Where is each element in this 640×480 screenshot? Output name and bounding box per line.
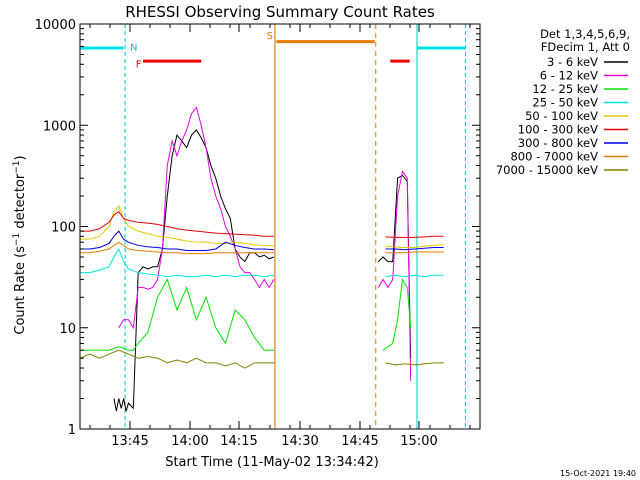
series-line-0 xyxy=(113,129,275,412)
legend-entry-label: 3 - 6 keV xyxy=(547,55,598,69)
legend-entry-label: 7000 - 15000 keV xyxy=(496,163,598,177)
x-tick-label: 14:00 xyxy=(171,434,208,449)
series-line-2 xyxy=(80,278,274,351)
flag-letter-n: N xyxy=(130,42,137,53)
y-axis-label-sup1: −1 xyxy=(12,233,22,246)
y-axis-label-end: ) xyxy=(13,155,28,160)
series-line-3-after-gap xyxy=(385,274,444,278)
legend-entry-label: 12 - 25 keV xyxy=(532,82,598,96)
series-line-3 xyxy=(80,247,275,278)
flag-letter-s: S xyxy=(267,31,273,42)
legend-entry-label: 800 - 7000 keV xyxy=(510,150,598,164)
legend-entry-label: 300 - 800 keV xyxy=(518,136,598,150)
y-tick-label: 1000 xyxy=(43,119,76,134)
series-line-5-after-gap xyxy=(385,235,444,238)
legend-entry-label: 100 - 300 keV xyxy=(518,123,598,137)
x-tick-label: 14:15 xyxy=(220,434,257,449)
legend-entry-label: 50 - 100 keV xyxy=(525,109,598,123)
series-line-7 xyxy=(80,241,274,255)
series-line-5 xyxy=(80,211,274,237)
timestamp: 15-Oct-2021 19:40 xyxy=(560,469,636,478)
series-line-2-after-gap xyxy=(382,277,412,351)
series-line-8 xyxy=(79,349,274,369)
series-line-8-after-gap xyxy=(385,362,444,366)
series-line-6 xyxy=(80,230,274,251)
y-axis-label-mid: detector xyxy=(13,173,28,233)
y-axis-label: Count Rate (s−1 detector−1) xyxy=(12,155,28,334)
legend-header-line: Det 1,3,4,5,6,9, xyxy=(540,27,630,41)
axes: 1 10 100 1000 10000 13:45 14:00 14:15 14:30 14:45… xyxy=(35,18,481,449)
legend: Det 1,3,4,5,6,9,FDecim 1, Att 03 - 6 keV… xyxy=(496,27,630,177)
x-tick-label: 14:30 xyxy=(281,434,318,449)
series-line-0-after-gap xyxy=(377,174,412,359)
legend-header-line: FDecim 1, Att 0 xyxy=(541,40,630,54)
series-line-4-after-gap xyxy=(385,244,444,249)
y-axis-label-sup2: −1 xyxy=(12,160,22,173)
y-axis-label-main: Count Rate (s xyxy=(13,246,28,335)
y-tick-label: 100 xyxy=(51,221,76,236)
x-tick-label: 14:45 xyxy=(341,434,378,449)
chart-title: RHESSI Observing Summary Count Rates xyxy=(125,3,435,21)
legend-entry-label: 25 - 50 keV xyxy=(532,96,598,110)
y-tick-label: 1 xyxy=(68,423,76,438)
x-tick-label: 15:00 xyxy=(400,434,437,449)
y-tick-label: 10000 xyxy=(35,18,76,33)
series-line-1 xyxy=(118,106,275,330)
x-axis-label: Start Time (11-May-02 13:34:42) xyxy=(165,455,379,470)
plot-area: NF S xyxy=(79,24,466,429)
y-tick-label: 10 xyxy=(59,322,76,337)
series-line-6-after-gap xyxy=(385,247,444,251)
flag-letter-f: F xyxy=(136,60,142,71)
x-tick-label: 13:45 xyxy=(111,434,148,449)
series-line-7-after-gap xyxy=(385,251,444,254)
legend-entry-label: 6 - 12 keV xyxy=(540,69,598,83)
